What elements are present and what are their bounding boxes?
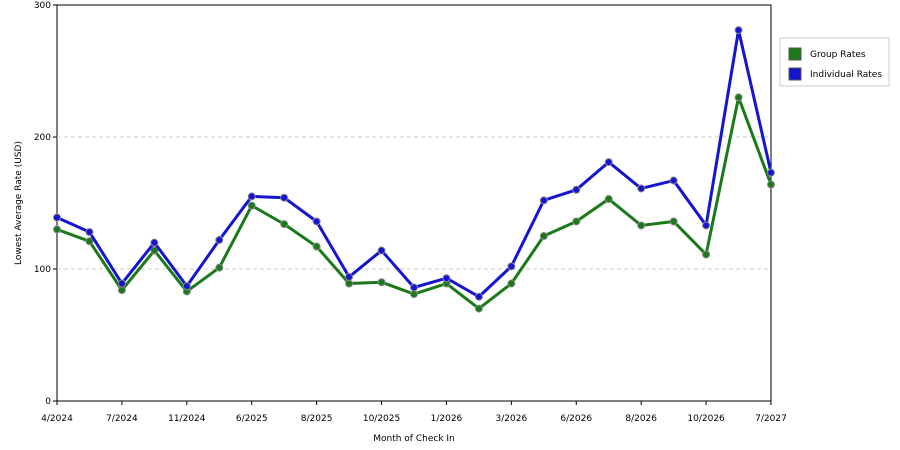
data-point [767,180,775,189]
data-point [312,217,321,226]
y-tick-label: 300 [34,1,51,11]
data-point [85,237,94,246]
data-point [117,286,126,295]
x-tick-label: 3/2026 [496,414,528,424]
data-point [312,242,321,251]
data-point [604,195,613,204]
data-point [604,158,613,167]
data-point [247,201,256,210]
x-tick-label: 6/2025 [236,414,268,424]
data-point [280,193,289,202]
data-point [637,184,646,193]
x-tick-label: 11/2024 [168,414,206,424]
data-point [539,196,548,205]
data-point [442,274,451,283]
data-point [53,213,61,222]
y-tick-label: 200 [34,133,51,143]
data-point [474,304,483,313]
data-point [117,279,126,288]
data-point [410,283,418,292]
data-point [377,246,386,255]
legend-label: Group Rates [810,50,866,60]
data-point [345,279,354,288]
plot-area [56,4,772,402]
data-point [507,279,516,288]
data-point [182,282,191,291]
x-tick-label: 10/2026 [687,414,725,424]
data-point [669,217,678,226]
x-tick-label: 8/2025 [301,414,333,424]
data-point [572,217,581,226]
data-point [702,250,711,259]
data-point [637,221,646,230]
data-point [215,235,224,244]
legend-swatch [788,67,802,81]
x-tick-label: 1/2026 [431,414,463,424]
legend-label: Individual Rates [810,70,882,80]
data-point [572,185,581,194]
data-point [734,26,743,35]
y-tick-label: 0 [45,397,51,407]
data-point [507,262,516,271]
data-point [345,272,354,281]
data-point [734,93,743,102]
y-tick-label: 100 [34,265,51,275]
data-point [247,192,256,201]
data-point [280,220,289,229]
data-point [669,176,678,185]
data-point [702,221,711,230]
data-point [53,225,61,234]
data-point [150,246,159,255]
data-point [377,278,386,287]
data-point [474,292,483,301]
data-point [150,238,159,247]
x-tick-label: 4/2024 [41,414,73,424]
data-point [767,168,775,177]
data-point [215,263,224,272]
x-axis-label: Month of Check In [373,434,455,444]
legend-swatch [788,47,802,61]
data-point [85,228,94,237]
x-tick-label: 7/2027 [755,414,787,424]
x-tick-label: 8/2026 [625,414,657,424]
y-axis-label: Lowest Average Rate (USD) [14,141,24,265]
data-point [539,232,548,240]
x-tick-label: 6/2026 [560,414,592,424]
data-point [410,290,418,299]
x-tick-label: 10/2025 [363,414,400,424]
x-tick-label: 7/2024 [106,414,138,424]
